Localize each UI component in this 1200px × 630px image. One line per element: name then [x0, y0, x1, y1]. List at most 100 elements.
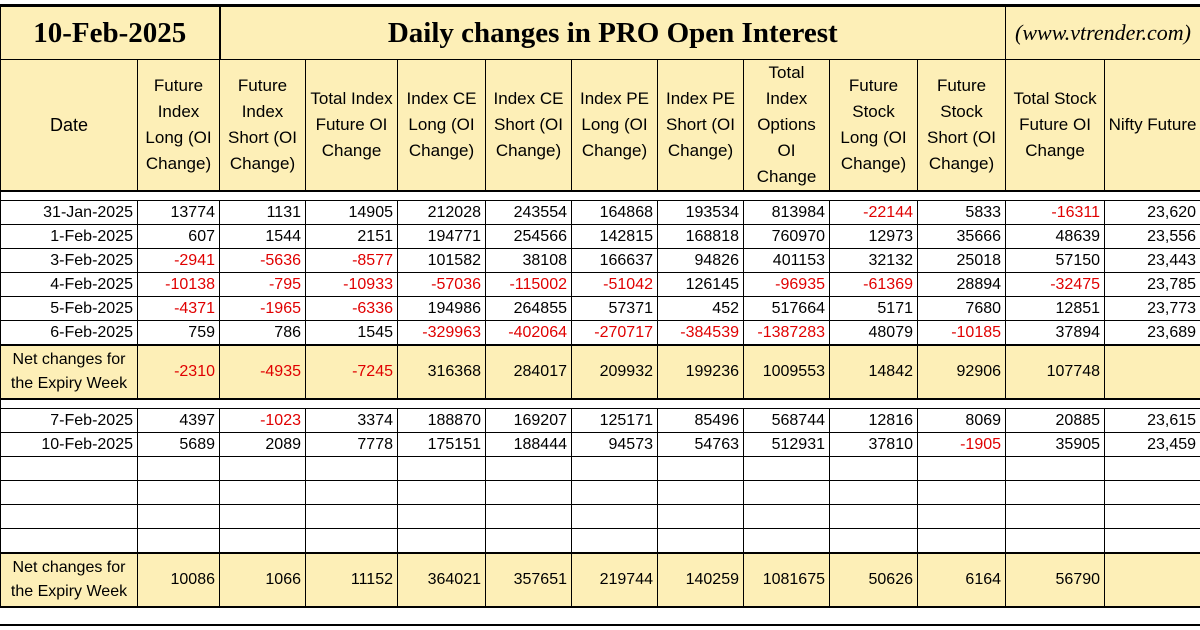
empty-cell: [1005, 528, 1106, 554]
empty-cell: [1005, 504, 1106, 529]
table-cell: 35905: [1005, 432, 1106, 457]
table-cell: 5171: [829, 296, 918, 321]
table-cell: 813984: [743, 200, 830, 225]
empty-cell: [743, 456, 830, 481]
empty-cell: [571, 504, 658, 529]
row-date: 1-Feb-2025: [0, 224, 138, 249]
table-cell: 193534: [657, 200, 744, 225]
net-change-value: -2310: [137, 344, 220, 400]
table-cell: 512931: [743, 432, 830, 457]
table-cell: 13774: [137, 200, 220, 225]
table-cell: -51042: [571, 272, 658, 297]
table-cell: 38108: [485, 248, 572, 273]
spacer-cell: [0, 190, 1200, 201]
table-cell: 28894: [916, 272, 1007, 297]
empty-cell: [0, 528, 138, 554]
table-cell: 188444: [485, 432, 572, 457]
table-cell: 23,615: [1104, 408, 1200, 433]
table-cell: 23,689: [1104, 320, 1200, 346]
table-cell: 1131: [219, 200, 306, 225]
net-change-value: -4935: [219, 344, 306, 400]
col-header-future-stock-long: Future Stock Long (OI Change): [829, 59, 918, 192]
net-change-value: 107748: [1005, 344, 1106, 400]
col-header-future-index-long: Future Index Long (OI Change): [137, 59, 220, 192]
table-cell: -115002: [485, 272, 572, 297]
table-cell: -402064: [485, 320, 572, 346]
net-change-value: 209932: [571, 344, 658, 400]
net-change-value: 50626: [829, 552, 918, 608]
title-row: 10-Feb-2025 Daily changes in PRO Open In…: [0, 6, 1200, 60]
table-cell: 12973: [829, 224, 918, 249]
table-cell: 23,459: [1104, 432, 1200, 457]
table-cell: 12851: [1005, 296, 1106, 321]
empty-cell: [743, 480, 830, 505]
table-row: 10-Feb-2025 5689 2089 7778 175151 188444 94573…: [0, 432, 1200, 457]
table-cell: -16311: [1005, 200, 1106, 225]
table-cell: 23,620: [1104, 200, 1200, 225]
table-cell: 23,785: [1104, 272, 1200, 297]
empty-row: [0, 456, 1200, 481]
table-cell: -329963: [397, 320, 486, 346]
table-cell: 517664: [743, 296, 830, 321]
table-cell: 2089: [219, 432, 306, 457]
table-cell: -22144: [829, 200, 918, 225]
table-cell: 142815: [571, 224, 658, 249]
table-cell: 568744: [743, 408, 830, 433]
col-header-future-stock-short: Future Stock Short (OI Change): [916, 59, 1007, 192]
table-cell: 3374: [305, 408, 398, 433]
net-change-value: [1104, 344, 1200, 400]
empty-cell: [0, 456, 138, 481]
table-cell: 25018: [916, 248, 1007, 273]
net-change-value: 6164: [916, 552, 1007, 608]
table-cell: 401153: [743, 248, 830, 273]
table-cell: 1544: [219, 224, 306, 249]
net-change-value: 1009553: [743, 344, 830, 400]
empty-cell: [916, 480, 1007, 505]
spacer-row: [0, 190, 1200, 201]
table-cell: 23,773: [1104, 296, 1200, 321]
empty-cell: [0, 480, 138, 505]
table-cell: 85496: [657, 408, 744, 433]
table-cell: 20885: [1005, 408, 1106, 433]
row-date: 7-Feb-2025: [0, 408, 138, 433]
empty-cell: [916, 504, 1007, 529]
empty-cell: [1005, 480, 1106, 505]
table-cell: 35666: [916, 224, 1007, 249]
table-cell: 786: [219, 320, 306, 346]
table-cell: 23,556: [1104, 224, 1200, 249]
table-cell: 168818: [657, 224, 744, 249]
spacer-row: [0, 398, 1200, 409]
table-cell: 48079: [829, 320, 918, 346]
table-cell: -8577: [305, 248, 398, 273]
net-change-value: 56790: [1005, 552, 1106, 608]
table-cell: 37810: [829, 432, 918, 457]
col-header-total-stock-future: Total Stock Future OI Change: [1005, 59, 1106, 192]
empty-cell: [137, 456, 220, 481]
empty-cell: [657, 528, 744, 554]
table-cell: -270717: [571, 320, 658, 346]
table-cell: -1023: [219, 408, 306, 433]
table-cell: 126145: [657, 272, 744, 297]
row-date: 10-Feb-2025: [0, 432, 138, 457]
table-cell: 760970: [743, 224, 830, 249]
net-change-value: 1081675: [743, 552, 830, 608]
table-cell: 37894: [1005, 320, 1106, 346]
table-cell: 125171: [571, 408, 658, 433]
table-cell: 452: [657, 296, 744, 321]
empty-cell: [1005, 456, 1106, 481]
net-change-value: 284017: [485, 344, 572, 400]
table-cell: 32132: [829, 248, 918, 273]
empty-row: [0, 528, 1200, 554]
empty-cell: [0, 504, 138, 529]
row-date: 6-Feb-2025: [0, 320, 138, 346]
row-date: 5-Feb-2025: [0, 296, 138, 321]
table-cell: 759: [137, 320, 220, 346]
empty-cell: [485, 456, 572, 481]
empty-cell: [571, 528, 658, 554]
empty-cell: [137, 480, 220, 505]
table-cell: 7680: [916, 296, 1007, 321]
table-cell: 5833: [916, 200, 1007, 225]
empty-cell: [485, 504, 572, 529]
table-row: 31-Jan-2025 13774 1131 14905 212028 243554 164…: [0, 200, 1200, 225]
empty-row: [0, 504, 1200, 529]
